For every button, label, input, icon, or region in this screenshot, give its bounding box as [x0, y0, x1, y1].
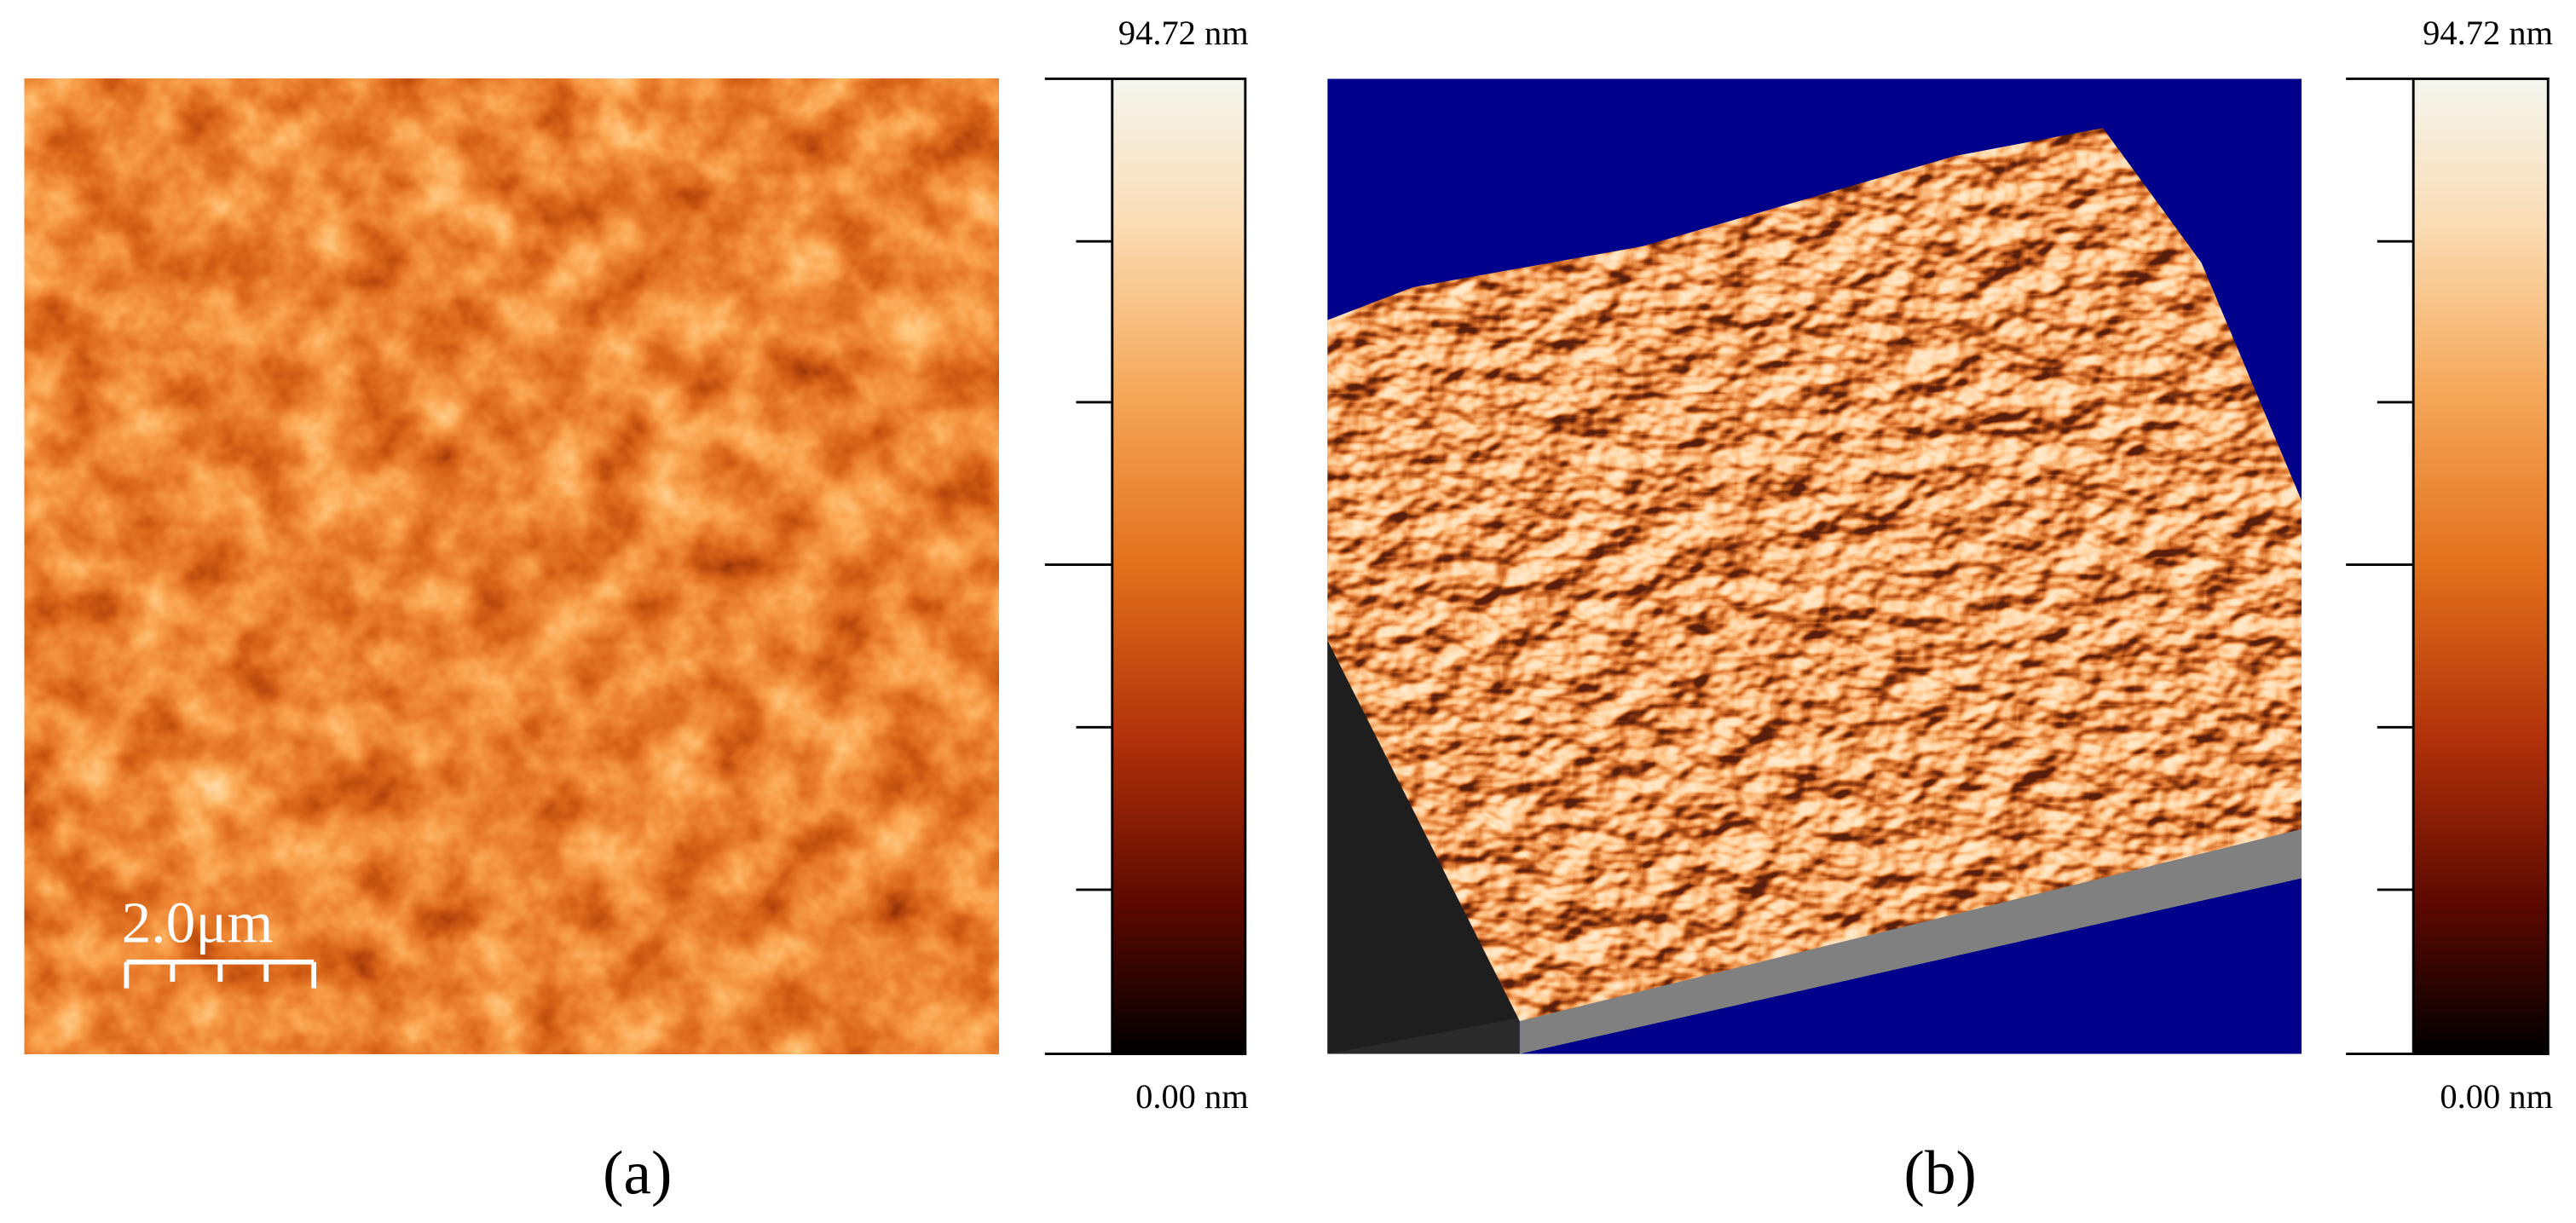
panel-label: (b)	[1903, 1138, 1976, 1207]
afm-image	[24, 78, 999, 1054]
colorbar	[2346, 78, 2550, 1056]
colorbar-min: 0.00 nm	[2440, 1077, 2553, 1116]
afm-3d-view	[1327, 78, 2302, 1054]
colorbar-max: 94.72 nm	[2423, 14, 2553, 52]
colorbar-max: 94.72 nm	[1118, 14, 1249, 52]
colorbar	[1044, 78, 1247, 1056]
panel-label: (a)	[603, 1138, 672, 1207]
scale-bar	[124, 959, 317, 989]
scale-bar-label: 2.0μm	[122, 891, 274, 956]
colorbar-min: 0.00 nm	[1135, 1077, 1249, 1116]
